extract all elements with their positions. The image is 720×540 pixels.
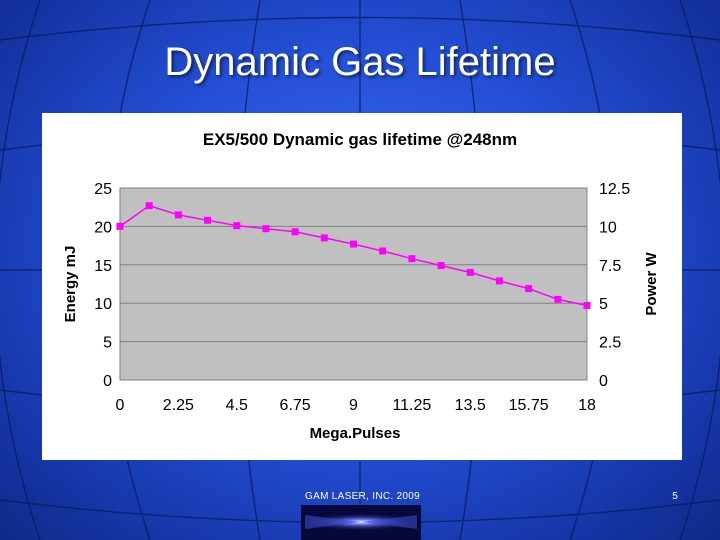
y2-tick-label: 10 bbox=[599, 219, 617, 236]
y-axis-label: Energy mJ bbox=[62, 246, 79, 323]
y2-tick-label: 7.5 bbox=[599, 258, 621, 275]
y2-tick-label: 5 bbox=[599, 296, 608, 313]
y-tick-label: 5 bbox=[103, 335, 112, 352]
data-point bbox=[495, 277, 503, 285]
data-point bbox=[145, 202, 153, 210]
x-tick-label: 15.75 bbox=[509, 397, 549, 414]
data-point bbox=[408, 255, 416, 263]
slide-title: Dynamic Gas Lifetime bbox=[164, 40, 556, 84]
x-tick-label: 0 bbox=[116, 397, 125, 414]
y2-tick-label: 2.5 bbox=[599, 335, 621, 352]
page-number: 5 bbox=[672, 491, 678, 502]
data-point bbox=[320, 234, 328, 242]
x-tick-label: 18 bbox=[578, 397, 596, 414]
data-point bbox=[437, 262, 445, 270]
chart-title: EX5/500 Dynamic gas lifetime @248nm bbox=[203, 130, 517, 149]
y2-tick-label: 0 bbox=[599, 373, 608, 390]
data-point bbox=[262, 225, 270, 233]
y-tick-label: 20 bbox=[94, 219, 112, 236]
y2-axis-label: Power W bbox=[643, 251, 660, 315]
x-tick-label: 13.5 bbox=[455, 397, 486, 414]
data-point bbox=[466, 268, 474, 276]
data-point bbox=[379, 247, 387, 255]
x-tick-label: 4.5 bbox=[226, 397, 248, 414]
y-tick-label: 10 bbox=[94, 296, 112, 313]
data-point bbox=[174, 211, 182, 219]
x-tick-label: 9 bbox=[349, 397, 358, 414]
data-point bbox=[554, 295, 562, 303]
data-point bbox=[233, 222, 241, 230]
company-logo bbox=[301, 505, 421, 540]
data-point bbox=[291, 228, 299, 236]
footer-text: GAM LASER, INC. 2009 bbox=[305, 491, 420, 502]
x-tick-label: 6.75 bbox=[280, 397, 311, 414]
chart-panel: 0 2.25 4.5 6.75 9 11.25 13.5 15.75 18 0 5 10 15 20 25… bbox=[42, 113, 682, 460]
x-tick-label: 11.25 bbox=[392, 397, 431, 414]
x-tick-label: 2.25 bbox=[163, 397, 194, 414]
y-tick-label: 0 bbox=[103, 373, 112, 390]
line-chart: 0 2.25 4.5 6.75 9 11.25 13.5 15.75 18 0 5 10 15 20 25… bbox=[62, 130, 660, 442]
y-tick-label: 15 bbox=[94, 258, 112, 275]
data-point bbox=[583, 302, 591, 310]
y-tick-label: 25 bbox=[94, 181, 112, 198]
data-point bbox=[350, 240, 357, 248]
data-point bbox=[116, 222, 124, 230]
y2-tick-label: 12.5 bbox=[599, 181, 630, 198]
x-axis-label: Mega.Pulses bbox=[310, 425, 401, 442]
data-point bbox=[204, 216, 212, 224]
data-point bbox=[525, 285, 533, 293]
